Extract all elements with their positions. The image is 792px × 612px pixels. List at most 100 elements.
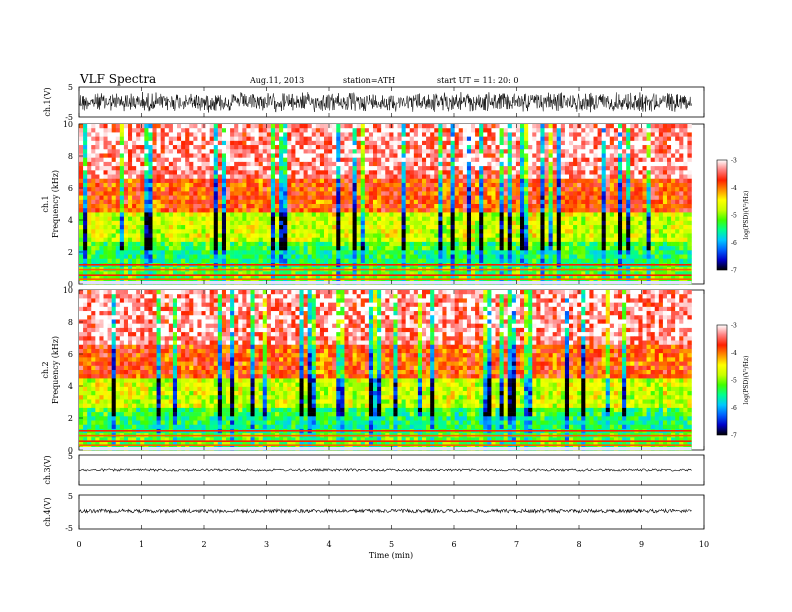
spectrogram-cell [307, 170, 313, 175]
spectrogram-cell [499, 170, 504, 175]
spectrogram-cell [532, 216, 537, 222]
spectrogram-cell [201, 237, 206, 243]
spectrogram-cell [336, 161, 341, 167]
spectrogram-cell [622, 124, 627, 129]
spectrogram-cell [609, 212, 615, 217]
spectrogram-cell [262, 166, 268, 171]
spectrogram-cell [79, 233, 84, 238]
spectrogram-cell [687, 225, 692, 230]
spectrogram-cell [123, 161, 129, 167]
spectrogram-cell [479, 132, 484, 137]
spectrogram-cell [377, 178, 382, 184]
spectrogram-cell [605, 170, 611, 175]
spectrogram-cell [87, 204, 92, 209]
spectrogram-cell [564, 254, 570, 260]
spectrogram-cell [348, 237, 353, 243]
spectrogram-cell [377, 208, 382, 213]
spectrogram-cell [373, 140, 378, 146]
spectrogram-cell [426, 174, 431, 180]
spectrogram-cell [246, 199, 251, 205]
spectrogram-cell [626, 170, 631, 175]
spectrogram-cell [613, 153, 619, 158]
spectrogram-cell [450, 174, 455, 180]
spectrogram-cell [119, 191, 125, 196]
spectrogram-cell [377, 191, 382, 196]
spectrogram-cell [99, 233, 104, 238]
spectrogram-cell [144, 195, 149, 201]
spectrogram-cell [589, 191, 594, 196]
spectrogram-cell [528, 237, 533, 243]
spectrogram-cell [172, 212, 178, 217]
spectrogram-cell [91, 250, 96, 255]
spectrogram-cell [511, 157, 517, 163]
spectrogram-cell [458, 174, 464, 180]
spectrogram-cell [368, 246, 374, 251]
spectrogram-cell [128, 140, 133, 146]
spectrogram-cell [618, 220, 623, 226]
spectrogram-cell [569, 220, 574, 226]
spectrogram-cell [479, 250, 484, 255]
spectrogram-cell [258, 229, 264, 234]
spectrogram-cell [520, 225, 525, 230]
spectrogram-cell [401, 174, 406, 180]
spectrogram-cell [226, 246, 231, 251]
spectrogram-cell [605, 161, 611, 167]
spectrogram-cell [434, 199, 439, 205]
spectrogram-cell [581, 140, 586, 146]
spectrogram-cell [295, 124, 300, 129]
spectrogram-cell [458, 229, 464, 234]
spectrogram-cell [417, 124, 423, 129]
spectrogram-cell [520, 174, 525, 180]
spectrogram-cell [618, 187, 623, 192]
spectrogram-cell [564, 132, 570, 137]
spectrogram-cell [613, 220, 619, 226]
spectrogram-cell [503, 195, 509, 201]
spectrogram-cell [507, 124, 513, 129]
spectrogram-cell [540, 233, 545, 238]
spectrogram-cell [401, 233, 406, 238]
spectrogram-cell [185, 132, 190, 137]
spectrogram-cell [446, 233, 451, 238]
spectrogram-cell [315, 191, 321, 196]
spectrogram-cell [471, 195, 476, 201]
spectrogram-cell [95, 174, 100, 180]
spectrogram-cell [107, 225, 112, 230]
spectrogram-cell [95, 157, 100, 163]
spectrogram-cell [311, 233, 317, 238]
spectrogram-cell [597, 166, 602, 171]
spectrogram-cell [564, 220, 570, 226]
spectrogram-cell [254, 199, 259, 205]
spectrogram-cell [99, 199, 104, 205]
spectrogram-cell [91, 237, 96, 243]
spectrogram-cell [552, 182, 558, 188]
spectrogram-cell [128, 195, 133, 201]
spectrogram-cell [254, 258, 259, 264]
spectrogram-cell [462, 140, 468, 146]
spectrogram-cell [479, 225, 484, 230]
spectrogram-cell [471, 170, 476, 175]
spectrogram-cell [581, 237, 586, 243]
spectrogram-cell [528, 128, 533, 133]
spectrogram-cell [634, 208, 639, 213]
spectrogram-cell [258, 216, 264, 222]
spectrogram-cell [454, 182, 460, 188]
spectrogram-cell [409, 216, 415, 222]
spectrogram-cell [479, 208, 484, 213]
spectrogram-cell [401, 216, 406, 222]
spectrogram-cell [397, 204, 402, 209]
spectrogram-cell [532, 254, 537, 260]
spectrogram-cell [197, 229, 202, 234]
spectrogram-cell [524, 145, 529, 150]
spectrogram-cell [242, 170, 247, 175]
spectrogram-cell [283, 124, 288, 129]
spectrogram-cell [299, 128, 304, 133]
spectrogram-cell [172, 229, 178, 234]
spectrogram-cell [91, 195, 96, 201]
spectrogram-cell [646, 161, 651, 167]
spectrogram-cell [622, 145, 627, 150]
spectrogram-cell [336, 187, 341, 192]
spectrogram-cell [217, 254, 223, 260]
spectrogram-cell [442, 191, 447, 196]
spectrogram-cell [622, 149, 627, 154]
